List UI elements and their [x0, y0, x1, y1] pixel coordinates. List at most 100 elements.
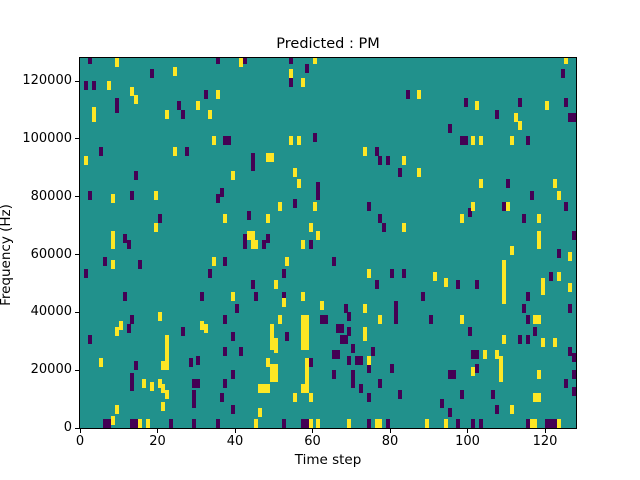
heatmap-cell-dark [351, 344, 356, 353]
y-tick-label: 0 [63, 420, 72, 435]
heatmap-cell-yellow [300, 315, 305, 325]
heatmap-cell-yellow [165, 352, 170, 362]
heatmap-cell-dark [157, 213, 162, 223]
heatmap-cell-yellow [304, 358, 309, 368]
heatmap-cell-yellow [300, 291, 305, 301]
heatmap-cell-dark [471, 349, 476, 359]
heatmap-cell-yellow [533, 419, 538, 428]
heatmap-cell-yellow [165, 390, 170, 400]
heatmap-cell-yellow [269, 332, 274, 342]
heatmap-cell-yellow [111, 231, 115, 241]
heatmap-cell-dark [281, 419, 286, 428]
heatmap-cell-dark [126, 239, 131, 249]
heatmap-cell-dark [87, 335, 92, 345]
heatmap-cell-yellow [362, 303, 367, 313]
heatmap-cell-yellow [165, 361, 170, 371]
heatmap-cell-yellow [258, 384, 263, 394]
heatmap-cell-dark [390, 268, 394, 278]
heatmap-cell-dark [308, 358, 313, 368]
heatmap-cell-yellow [537, 315, 542, 325]
heatmap-cell-yellow [269, 153, 274, 163]
heatmap-cell-yellow [157, 378, 162, 388]
heatmap-cell-dark [366, 364, 371, 374]
heatmap-cell-yellow [211, 135, 216, 145]
heatmap-cell-dark [494, 109, 499, 119]
heatmap-cell-yellow [269, 323, 274, 333]
heatmap-cell-yellow [262, 384, 267, 394]
x-axis-tick [157, 429, 158, 433]
heatmap-cell-yellow [231, 291, 236, 301]
heatmap-cell-yellow [297, 135, 301, 145]
heatmap-cell-dark [378, 213, 383, 223]
heatmap-cell-dark [204, 89, 208, 99]
x-axis-label: Time step [294, 452, 362, 468]
heatmap-cell-yellow [432, 271, 437, 281]
heatmap-cell-dark [285, 332, 290, 342]
heatmap-cell-yellow [556, 190, 561, 200]
heatmap-cell-yellow [83, 156, 88, 166]
heatmap-cell-dark [331, 370, 336, 380]
heatmap-cell-yellow [297, 179, 301, 189]
heatmap-cell-yellow [130, 86, 135, 96]
heatmap-cell-dark [281, 291, 286, 301]
heatmap-cell-dark [521, 303, 526, 313]
heatmap-cell-dark [316, 190, 321, 200]
heatmap-cell-dark [386, 419, 391, 428]
heatmap-cell-yellow [111, 416, 115, 426]
heatmap-cell-yellow [266, 384, 270, 394]
heatmap-cell-yellow [165, 344, 170, 353]
heatmap-cell-yellow [471, 367, 476, 377]
heatmap-cell-dark [386, 156, 391, 166]
heatmap-cell-yellow [142, 378, 146, 388]
heatmap-cell-dark [366, 393, 371, 403]
heatmap-cell-dark [223, 346, 228, 356]
y-tick-label: 120000 [22, 73, 72, 89]
heatmap-cell-dark [184, 147, 189, 157]
heatmap-cell-yellow [281, 297, 286, 307]
heatmap-cell-dark [463, 135, 468, 145]
x-tick-label: 120 [532, 434, 558, 449]
heatmap-cell-dark [250, 153, 255, 163]
heatmap-cell-dark [564, 98, 569, 108]
heatmap-cell-dark [83, 80, 88, 90]
y-axis-tick [75, 369, 79, 371]
heatmap-cell-dark [316, 182, 321, 192]
heatmap-cell-dark [490, 390, 495, 400]
heatmap-cell-yellow [145, 419, 150, 428]
heatmap-cell-yellow [316, 419, 321, 428]
heatmap-cell-dark [242, 58, 247, 64]
heatmap-cell-dark [238, 346, 243, 356]
heatmap-cell-dark [463, 98, 468, 108]
heatmap-cell-dark [138, 260, 143, 270]
heatmap-cell-dark [390, 364, 394, 374]
heatmap-cell-yellow [366, 355, 371, 365]
heatmap-cell-yellow [285, 257, 290, 267]
heatmap-cell-dark [529, 190, 534, 200]
heatmap-cell-yellow [308, 419, 313, 428]
heatmap-cell-yellow [157, 312, 162, 322]
heatmap-cell-dark [83, 268, 88, 278]
heatmap-cell-yellow [107, 80, 112, 90]
heatmap-cell-yellow [149, 381, 154, 391]
x-axis-tick [467, 429, 468, 433]
heatmap-cell-dark [517, 98, 522, 108]
heatmap-cell-dark [130, 372, 135, 382]
heatmap-cell-dark [471, 419, 476, 428]
heatmap-cell-yellow [250, 239, 255, 249]
heatmap-cell-dark [246, 211, 251, 221]
heatmap-cell-dark [560, 69, 565, 79]
heatmap-cell-dark [215, 419, 220, 428]
heatmap-cell-yellow [273, 280, 278, 290]
heatmap-cell-dark [242, 234, 247, 244]
heatmap-cell-dark [339, 323, 344, 333]
heatmap-cell-yellow [200, 320, 205, 330]
heatmap-cell-yellow [506, 202, 511, 212]
y-tick-label: 100000 [22, 130, 72, 146]
x-axis-tick [79, 429, 81, 433]
heatmap-cell-dark [130, 419, 135, 428]
heatmap-cell-dark [374, 147, 379, 157]
heatmap-cell-yellow [99, 358, 104, 368]
heatmap-cell-yellow [196, 101, 201, 111]
heatmap-cell-dark [235, 303, 239, 313]
heatmap-cell-yellow [304, 384, 309, 394]
